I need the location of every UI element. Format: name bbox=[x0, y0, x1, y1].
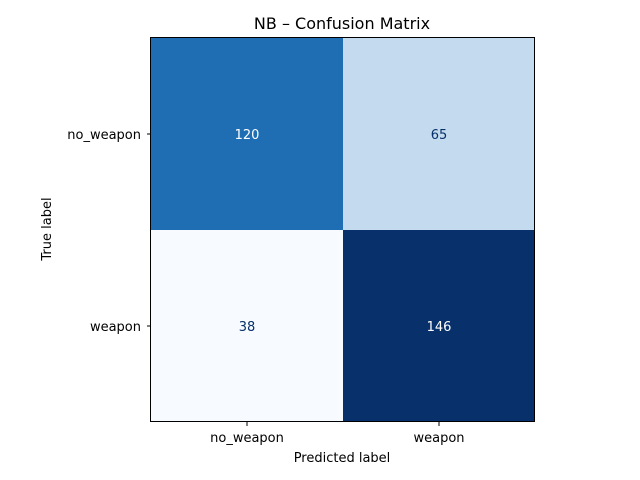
x-tick-label: no_weapon bbox=[210, 431, 284, 446]
cell-value-label: 120 bbox=[235, 128, 260, 143]
x-tick-label: weapon bbox=[413, 431, 464, 446]
cell-value-labels: 120 65 38 146 bbox=[235, 128, 452, 335]
chart-title: NB – Confusion Matrix bbox=[254, 14, 430, 33]
heatmap-cell bbox=[343, 38, 535, 230]
heatmap-cell bbox=[343, 230, 535, 422]
y-tick-label: weapon bbox=[90, 320, 141, 335]
y-axis-label: True label bbox=[40, 197, 55, 261]
cell-value-label: 146 bbox=[427, 320, 452, 335]
cell-value-label: 65 bbox=[431, 128, 448, 143]
heatmap-cell bbox=[151, 38, 343, 230]
x-axis-label: Predicted label bbox=[294, 451, 391, 466]
y-tick-label: no_weapon bbox=[67, 128, 141, 143]
cell-value-label: 38 bbox=[239, 320, 256, 335]
plot-frame bbox=[150, 37, 535, 422]
heatmap-cells bbox=[151, 38, 535, 422]
heatmap-cell bbox=[151, 230, 343, 422]
